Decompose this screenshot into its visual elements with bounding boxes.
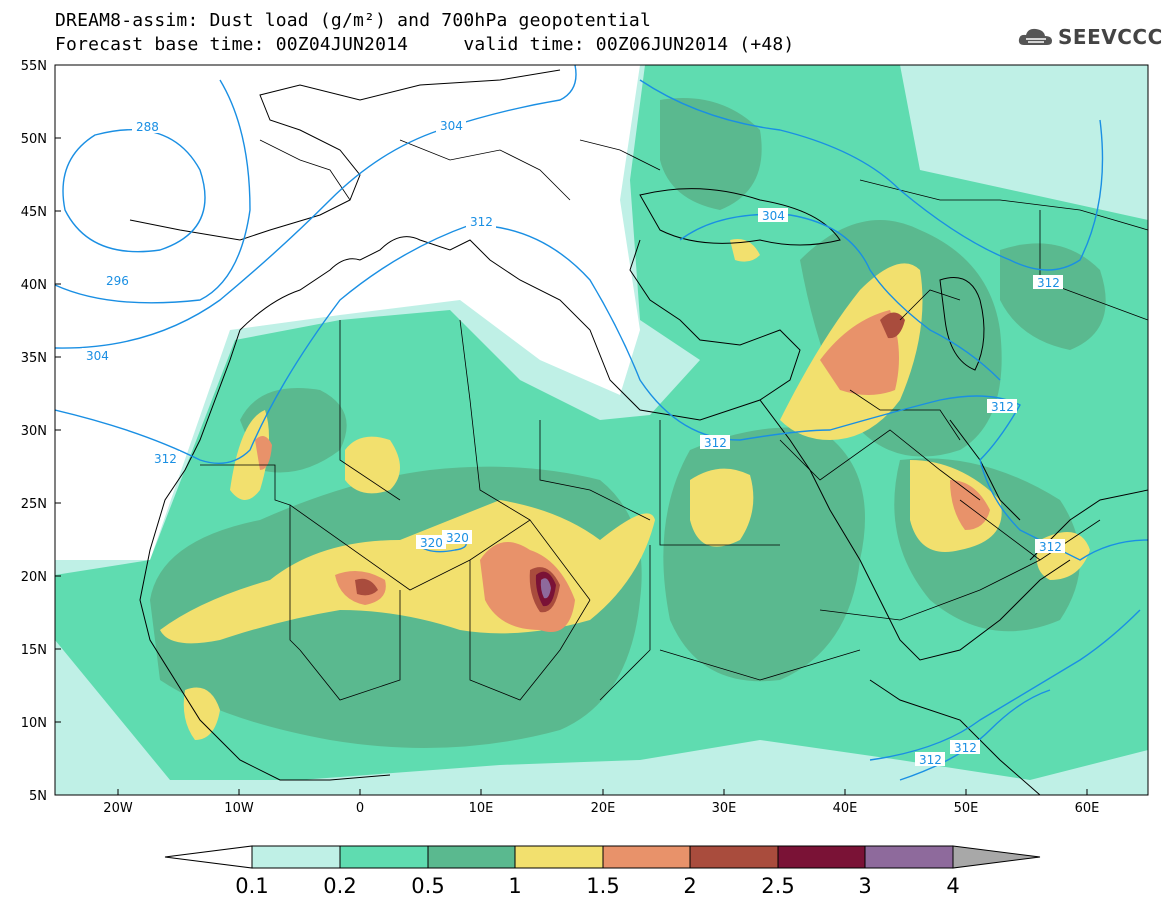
lat-label: 20N [21, 570, 47, 585]
colorbar-swatch [339, 845, 429, 869]
lon-label: 20E [591, 801, 616, 816]
contour-label: 312 [954, 741, 977, 755]
colorbar-swatch [514, 845, 604, 869]
lat-label: 15N [21, 643, 47, 658]
lon-label: 20W [103, 801, 133, 816]
colorbar-swatch [251, 845, 341, 869]
colorbar-right-arrow [952, 845, 1041, 869]
dust-level-1-5 [255, 310, 990, 632]
seevccc-logo: SEEVCCC [1018, 25, 1163, 49]
contour-label: 312 [704, 436, 727, 450]
lon-label: 10E [469, 801, 494, 816]
dust-field: 288 296 304 304 304 312 312 312 312 312 … [55, 65, 1148, 795]
contour-label: 304 [440, 119, 463, 133]
lat-label: 50N [21, 132, 47, 147]
contour-label: 320 [420, 536, 443, 550]
colorbar-label: 1 [508, 874, 521, 898]
contour-label: 296 [106, 274, 129, 288]
contour-label: 304 [86, 349, 109, 363]
country-borders [200, 139, 1148, 701]
map-title: DREAM8-assim: Dust load (g/m²) and 700hP… [55, 10, 651, 31]
contour-label: 312 [1037, 276, 1060, 290]
contour-label: 288 [136, 120, 159, 134]
lon-label: 40E [833, 801, 858, 816]
colorbar-swatch [689, 845, 779, 869]
lat-label: 55N [21, 59, 47, 74]
coastlines [129, 69, 1148, 795]
colorbar-label: 3 [858, 874, 871, 898]
lon-label: 0 [356, 801, 364, 816]
colorbar-label: 0.2 [323, 874, 356, 898]
forecast-time: Forecast base time: 00Z04JUN2014 valid t… [55, 34, 795, 55]
colorbar-label: 2.5 [761, 874, 794, 898]
colorbar: 0.1 0.2 0.5 1 1.5 2 2.5 3 4 [164, 845, 1041, 898]
colorbar-label: 1.5 [586, 874, 619, 898]
colorbar-label: 0.5 [411, 874, 444, 898]
colorbar-swatch [602, 845, 691, 869]
lat-label: 30N [21, 424, 47, 439]
colorbar-label: 2 [683, 874, 696, 898]
lat-label: 25N [21, 497, 47, 512]
lon-axis [117, 789, 1088, 795]
dust-level-4 [540, 578, 551, 599]
lon-label: 30E [712, 801, 737, 816]
lon-label: 60E [1075, 801, 1100, 816]
contour-label: 320 [446, 531, 469, 545]
contour-label: 312 [470, 215, 493, 229]
colorbar-label: 4 [946, 874, 959, 898]
contour-labels: 288 296 304 304 304 312 312 312 312 312 … [82, 118, 1065, 755]
lon-label: 10W [224, 801, 254, 816]
contour-label: 312 [919, 753, 942, 767]
lat-axis [55, 64, 61, 796]
colorbar-left-arrow [164, 845, 253, 869]
lon-label: 50E [954, 801, 979, 816]
contour-label: 312 [991, 400, 1014, 414]
contour-label: 312 [154, 452, 177, 466]
lat-tick-labels: 55N 50N 45N 40N 35N 30N 25N 20N 15N 10N … [21, 59, 47, 804]
lat-label: 45N [21, 205, 47, 220]
lat-label: 10N [21, 716, 47, 731]
contour-label: 304 [762, 209, 785, 223]
colorbar-swatch [864, 845, 954, 869]
colorbar-label: 0.1 [235, 874, 268, 898]
lat-label: 35N [21, 351, 47, 366]
geopotential-contours [55, 65, 1148, 781]
cloud-icon [1018, 28, 1052, 45]
logo-text: SEEVCCC [1058, 25, 1163, 49]
lat-label: 5N [29, 789, 47, 804]
contour-label: 312 [1039, 540, 1062, 554]
lat-label: 40N [21, 278, 47, 293]
lon-tick-labels: 20W 10W 0 10E 20E 30E 40E 50E 60E [103, 801, 1099, 816]
colorbar-swatch [777, 845, 866, 869]
colorbar-swatch [427, 845, 516, 869]
